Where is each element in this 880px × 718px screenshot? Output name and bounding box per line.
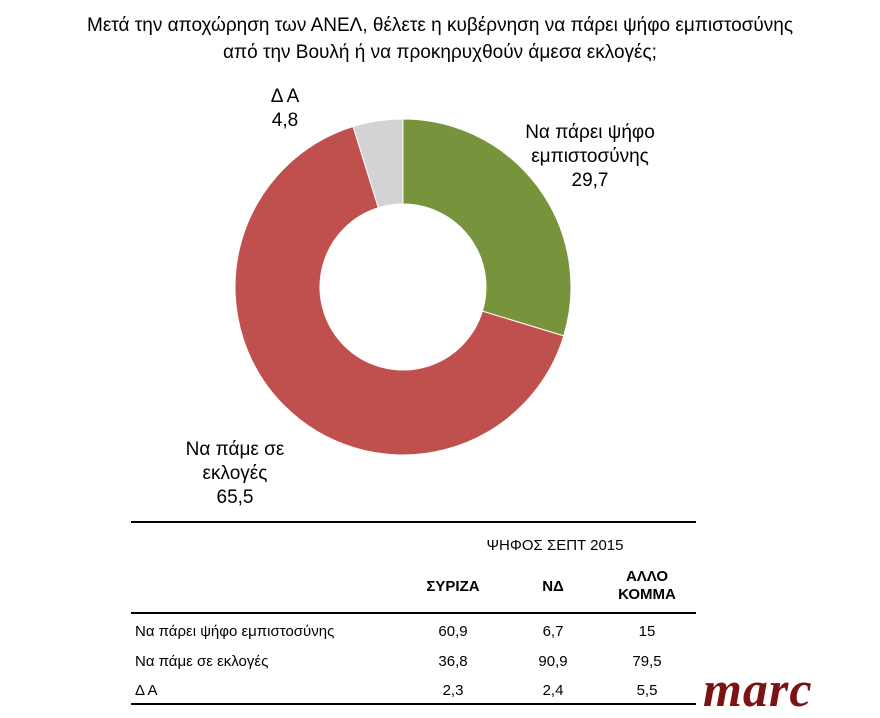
table-top-rule (131, 521, 696, 523)
table-cell: 60,9 (438, 623, 468, 640)
column-header-nd: ΝΔ (542, 578, 564, 595)
table-cell: 2,4 (542, 682, 564, 699)
title-line-2: από την Βουλή ή να προκηρυχθούν άμεσα εκ… (223, 42, 657, 63)
donut-slice-0 (402, 118, 572, 337)
table-cell: 2,3 (442, 682, 464, 699)
slice-label-elections: Να πάμε σε εκλογές 65,5 (185, 439, 285, 508)
marc-logo: marc (703, 661, 813, 717)
chart-title: Μετά την αποχώρηση των ΑΝΕΛ, θέλετε η κυ… (0, 12, 880, 66)
table-cell: 6,7 (542, 623, 564, 640)
table-cell: 5,5 (636, 682, 658, 699)
column-header-syriza: ΣΥΡΙΖΑ (426, 578, 480, 595)
table-cell: 79,5 (632, 653, 662, 670)
slice-label-confidence: Να πάρει ψήφο εμπιστοσύνης 29,7 (525, 122, 655, 191)
donut-slice-2 (352, 118, 404, 209)
title-line-1: Μετά την αποχώρηση των ΑΝΕΛ, θέλετε η κυ… (87, 15, 793, 36)
slice-label-dk: Δ Α 4,8 (270, 86, 300, 131)
table-bottom-rule (131, 703, 696, 705)
table-group-header: ΨΗΦΟΣ ΣΕΠΤ 2015 (486, 537, 624, 554)
table-cell: 90,9 (538, 653, 568, 670)
column-header-other: ΑΛΛΟ ΚΟΜΜΑ (618, 568, 676, 603)
donut-slice-1 (234, 125, 565, 456)
table-cell: 36,8 (438, 653, 468, 670)
table-row-label: Να πάρει ψήφο εμπιστοσύνης (135, 623, 335, 640)
table-cell: 15 (638, 623, 656, 640)
table-row-label: Να πάμε σε εκλογές (135, 653, 269, 670)
table-header-rule (131, 612, 696, 614)
table-row-label: Δ Α (135, 682, 158, 699)
